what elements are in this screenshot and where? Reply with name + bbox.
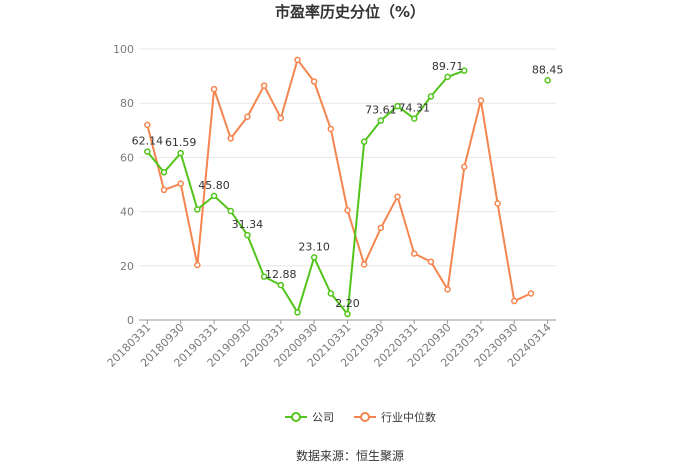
- data-label: 31.34: [232, 218, 264, 231]
- data-point-1: [527, 290, 535, 297]
- data-point-0: [394, 102, 401, 110]
- source-note: 数据来源：恒生聚源: [296, 448, 404, 463]
- data-point-1: [227, 135, 234, 142]
- data-point-1: [144, 121, 151, 129]
- data-point-0: [360, 138, 368, 145]
- data-point-1: [427, 258, 435, 265]
- data-point-0: [177, 149, 184, 157]
- series-line-1: [146, 57, 532, 303]
- data-label-layer: 62.14 61.59 45.80 31.34 12.88 23.10 2.20 73.61 7…: [132, 60, 564, 310]
- data-point-0: [410, 115, 418, 122]
- grid-layer: [139, 48, 556, 267]
- data-point-0: [227, 207, 234, 215]
- data-point-1: [310, 78, 318, 85]
- data-point-0: [260, 273, 268, 280]
- y-tick-label: 80: [120, 97, 134, 110]
- data-label: 74.31: [398, 102, 430, 115]
- legend-label: 公司: [312, 411, 334, 424]
- data-point-1: [194, 261, 201, 269]
- data-point-1: [344, 206, 351, 214]
- data-point-0: [277, 281, 285, 289]
- legend-label: 行业中位数: [381, 410, 436, 424]
- data-label: 62.14: [132, 135, 164, 148]
- data-label: 12.88: [265, 268, 297, 281]
- series-layer: [144, 56, 551, 318]
- data-point-0: [210, 192, 218, 200]
- data-point-1: [177, 180, 184, 187]
- data-label: 88.45: [532, 63, 564, 76]
- data-point-0: [461, 67, 468, 74]
- data-label: 73.61: [365, 104, 397, 117]
- y-tick-label: 20: [120, 260, 134, 273]
- data-point-0: [544, 77, 551, 84]
- data-point-1: [244, 113, 251, 120]
- legend-swatch-marker: [291, 412, 301, 422]
- data-label: 89.71: [432, 60, 464, 73]
- data-point-1: [377, 224, 385, 232]
- data-point-1: [277, 114, 285, 122]
- y-tick-label: 0: [127, 314, 134, 327]
- y-tick-label: 100: [113, 43, 134, 56]
- data-point-0: [427, 93, 435, 100]
- data-point-1: [260, 82, 268, 89]
- data-point-1: [327, 125, 335, 133]
- data-label: 45.80: [198, 179, 230, 192]
- data-point-1: [294, 56, 301, 64]
- data-point-1: [477, 97, 485, 104]
- data-point-0: [144, 148, 151, 155]
- y-tick-label: 40: [120, 206, 134, 219]
- data-point-1: [494, 200, 501, 207]
- data-point-0: [160, 169, 168, 176]
- data-point-1: [461, 163, 468, 171]
- legend-swatch-marker: [360, 412, 370, 422]
- data-point-0: [327, 290, 335, 297]
- data-point-1: [210, 85, 218, 93]
- data-point-1: [160, 186, 168, 194]
- data-label: 2.20: [335, 297, 360, 310]
- data-label: 61.59: [165, 136, 197, 149]
- data-point-0: [377, 117, 385, 124]
- data-point-0: [244, 231, 251, 239]
- y-tick-label: 60: [120, 151, 134, 164]
- chart-title: 市盈率历史分位（%）: [275, 3, 425, 21]
- data-point-0: [444, 73, 451, 81]
- data-point-0: [344, 310, 351, 318]
- data-point-0: [194, 206, 201, 213]
- data-point-1: [394, 193, 401, 200]
- legend: 公司 行业中位数: [285, 410, 436, 424]
- data-point-1: [360, 261, 368, 268]
- data-point-1: [444, 286, 451, 293]
- series-line-0: [147, 71, 547, 314]
- data-label: 23.10: [298, 240, 330, 253]
- data-point-1: [511, 297, 518, 305]
- axis-layer: 0204060801002018033120180930201903312019…: [105, 43, 556, 370]
- data-point-0: [294, 309, 301, 316]
- data-point-0: [310, 254, 318, 261]
- data-point-1: [410, 250, 418, 257]
